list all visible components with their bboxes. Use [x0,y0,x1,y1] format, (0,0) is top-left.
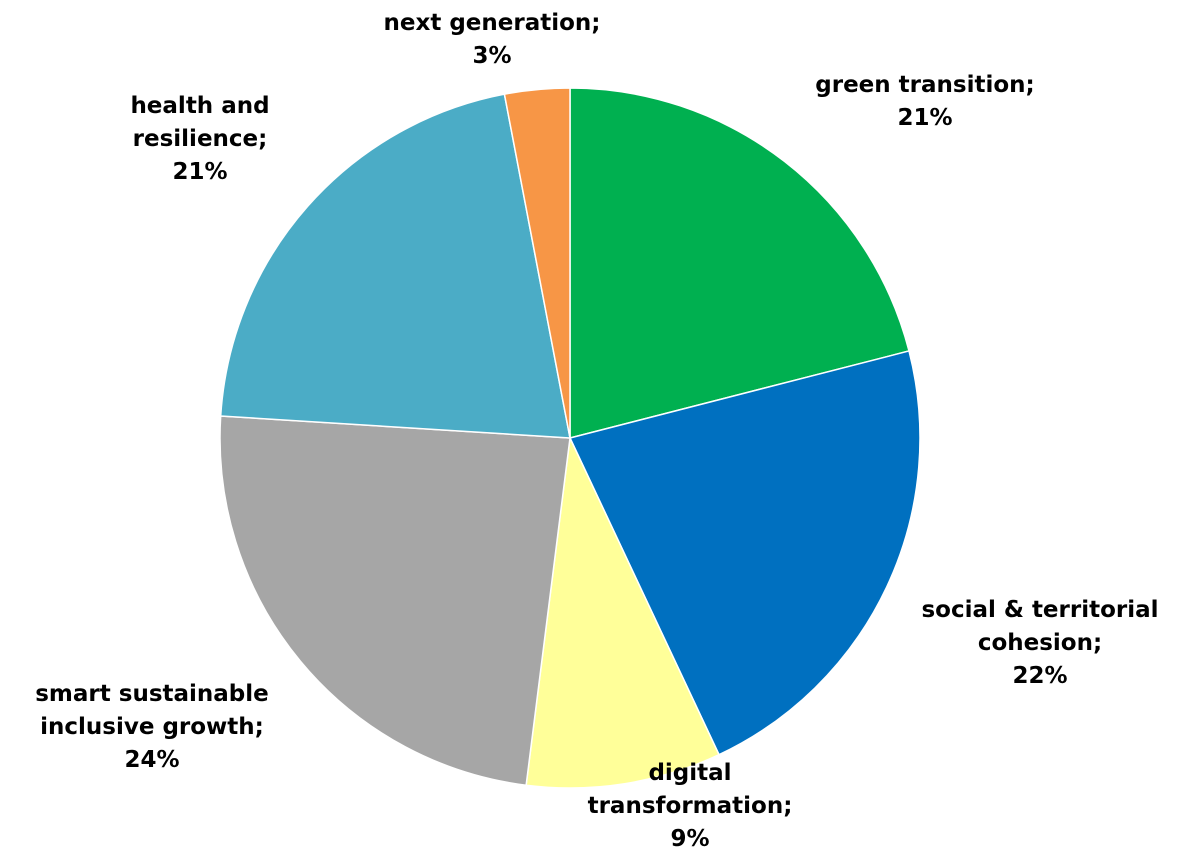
data-label-smart-sustainable-inclusive-growth: smart sustainable inclusive growth; 24% [35,681,269,773]
data-label-line: resilience; [133,126,268,152]
pie-slice-digital-transformation [525,435,721,789]
pie-slice-next-generation [503,87,571,439]
pie-slice-smart-sustainable-inclusive-growth [219,415,571,787]
data-label-line: 21% [897,105,952,131]
data-label-line: cohesion; [978,630,1102,656]
pie-slice-health-and-resilience [219,93,571,439]
data-label-health-and-resilience: health and resilience; 21% [130,93,269,185]
data-label-line: social & territorial [921,597,1158,623]
data-label-line: next generation; [384,10,601,36]
data-label-line: inclusive growth; [40,714,264,740]
data-label-line: green transition; [815,72,1034,98]
data-label-green-transition: green transition; 21% [815,72,1034,131]
data-label-social-and-territorial-cohesion: social & territorial cohesion; 22% [921,597,1158,689]
data-label-digital-transformation: digital transformation; 9% [588,760,793,852]
data-label-line: 22% [1012,663,1067,689]
data-label-line: health and [130,93,269,119]
pie-slices [219,87,921,789]
data-label-line: digital [648,760,731,786]
pie-slice-green-transition [569,87,910,439]
data-label-line: smart sustainable [35,681,269,707]
data-label-line: 24% [124,747,179,773]
data-label-line: 9% [670,826,709,852]
data-label-line: 3% [472,43,511,69]
data-label-next-generation: next generation; 3% [384,10,601,69]
pie-labels: green transition; 21% social & territorial… [35,10,1158,852]
data-label-line: 21% [172,159,227,185]
pie-slice-social-and-territorial-cohesion [568,350,921,756]
data-label-line: transformation; [588,793,793,819]
